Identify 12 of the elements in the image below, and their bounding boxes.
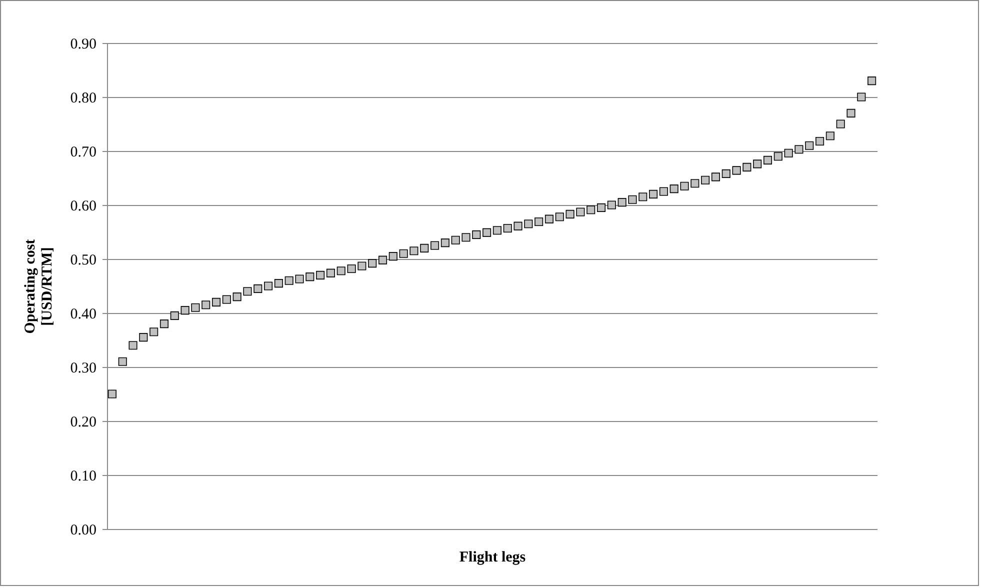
x-axis-title: Flight legs (459, 550, 526, 566)
y-tick-label: 0.70 (70, 144, 96, 160)
y-tick-label: 0.40 (70, 306, 96, 322)
y-tick-label: 0.90 (70, 36, 96, 52)
y-tick-label: 0.60 (70, 198, 96, 214)
y-tick-label: 0.00 (70, 522, 96, 538)
y-tick-label: 0.50 (70, 252, 96, 268)
y-tick-label: 0.80 (70, 90, 96, 106)
y-tick-label: 0.30 (70, 360, 96, 376)
y-axis-title: Operating cost [USD/RTM] (22, 239, 56, 334)
y-tick-label: 0.10 (70, 468, 96, 484)
y-tick-label: 0.20 (70, 414, 96, 430)
